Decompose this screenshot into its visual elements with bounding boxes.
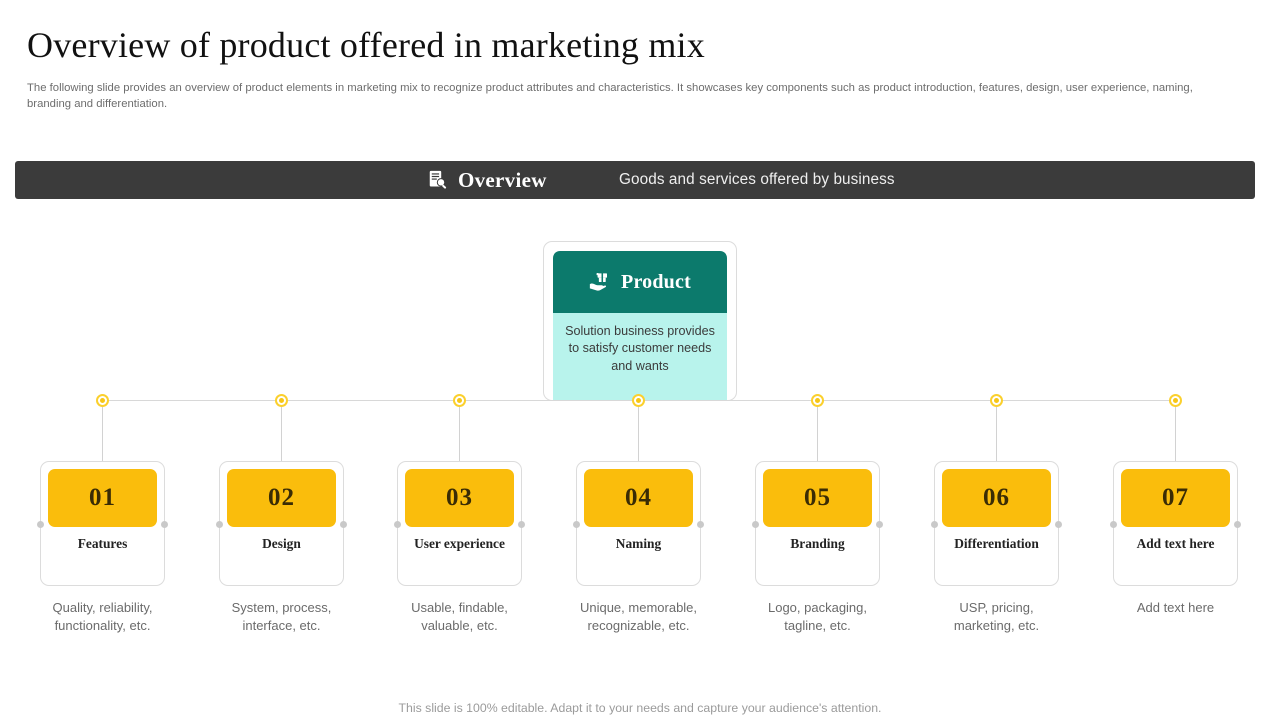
step-card[interactable]: 05 Branding — [752, 461, 883, 586]
step-side-dot-left — [573, 521, 580, 528]
step-caption: Usable, findable, valuable, etc. — [411, 600, 508, 633]
step-card[interactable]: 01 Features — [37, 461, 168, 586]
step-number: 03 — [405, 469, 514, 527]
step-number: 05 — [763, 469, 872, 527]
step-item[interactable]: 02 Design System, process, interface, etc. — [216, 461, 347, 635]
step-caption: Add text here — [1136, 600, 1215, 615]
timeline-dot[interactable] — [989, 394, 1003, 407]
step-caption: Unique, memorable, recognizable, etc. — [579, 600, 698, 633]
timeline-dot[interactable] — [631, 394, 645, 407]
timeline-dot[interactable] — [810, 394, 824, 407]
footer-note: This slide is 100% editable. Adapt it to… — [398, 701, 882, 715]
page-title: Overview of product offered in marketing… — [27, 25, 705, 65]
step-item[interactable]: 04 Naming Unique, memorable, recognizable,… — [573, 461, 704, 635]
page-subtitle: The following slide provides an overview… — [27, 82, 1193, 111]
step-side-dot-left — [394, 521, 401, 528]
step-side-dot-right — [1234, 521, 1241, 528]
product-card-header: Product — [553, 251, 727, 313]
step-caption: USP, pricing, marketing, etc. — [953, 600, 1040, 633]
step-number: 06 — [942, 469, 1051, 527]
step-caption: Quality, reliability, functionality, etc… — [52, 600, 153, 633]
timeline-dot[interactable] — [95, 394, 109, 407]
timeline-dot[interactable] — [452, 394, 466, 407]
step-side-dot-right — [1055, 521, 1062, 528]
document-search-icon — [429, 170, 447, 189]
step-label: Naming — [615, 536, 662, 551]
overview-title: Overview — [458, 167, 547, 192]
timeline-connector — [996, 400, 997, 461]
step-card[interactable]: 06 Differentiation — [931, 461, 1062, 586]
timeline-connector — [1175, 400, 1176, 461]
step-side-dot-right — [518, 521, 525, 528]
step-label: Branding — [790, 536, 845, 551]
step-number: 01 — [48, 469, 157, 527]
timeline-connector — [102, 400, 103, 461]
step-side-dot-right — [161, 521, 168, 528]
step-item[interactable]: 05 Branding Logo, packaging, tagline, etc. — [752, 461, 883, 635]
timeline-connector — [638, 400, 639, 461]
overview-label-group: Overview — [427, 168, 547, 193]
step-item[interactable]: 07 Add text here Add text here — [1110, 461, 1241, 617]
timeline-connector — [459, 400, 460, 461]
timeline-dot[interactable] — [274, 394, 288, 407]
step-side-dot-left — [216, 521, 223, 528]
step-side-dot-right — [697, 521, 704, 528]
timeline-connector — [281, 400, 282, 461]
step-item[interactable]: 03 User experience Usable, findable, valua… — [394, 461, 525, 635]
step-card[interactable]: 03 User experience — [394, 461, 525, 586]
timeline-dot[interactable] — [1168, 394, 1182, 407]
step-side-dot-right — [876, 521, 883, 528]
step-number: 02 — [227, 469, 336, 527]
step-side-dot-left — [931, 521, 938, 528]
step-card[interactable]: 02 Design — [216, 461, 347, 586]
product-card-title: Product — [621, 270, 691, 293]
timeline-connector — [817, 400, 818, 461]
step-side-dot-right — [340, 521, 347, 528]
step-side-dot-left — [1110, 521, 1117, 528]
step-caption: System, process, interface, etc. — [231, 600, 332, 633]
step-side-dot-left — [37, 521, 44, 528]
step-label: User experience — [414, 536, 505, 551]
step-item[interactable]: 06 Differentiation USP, pricing, marketing… — [931, 461, 1062, 635]
product-card-body: Solution business provides to satisfy cu… — [553, 313, 727, 400]
step-caption: Logo, packaging, tagline, etc. — [767, 600, 868, 633]
hand-holding-gift-icon — [589, 273, 608, 291]
overview-banner: Overview Goods and services offered by b… — [15, 161, 1255, 199]
step-label: Design — [262, 536, 301, 551]
step-side-dot-left — [752, 521, 759, 528]
overview-description: Goods and services offered by business — [619, 171, 895, 188]
step-number: 04 — [584, 469, 693, 527]
step-label: Features — [77, 536, 128, 551]
step-label: Add text here — [1136, 536, 1215, 551]
step-card[interactable]: 07 Add text here — [1110, 461, 1241, 586]
step-item[interactable]: 01 Features Quality, reliability, function… — [37, 461, 168, 635]
step-card[interactable]: 04 Naming — [573, 461, 704, 586]
product-card: Product Solution business provides to sa… — [543, 241, 737, 401]
step-label: Differentiation — [954, 536, 1039, 551]
step-number: 07 — [1121, 469, 1230, 527]
